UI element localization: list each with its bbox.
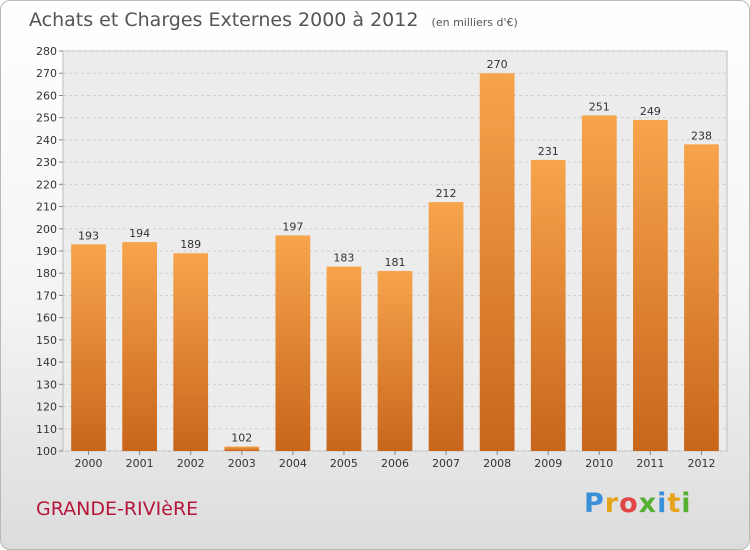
bar-2001 <box>122 242 157 451</box>
logo-letter: o <box>619 488 639 519</box>
data-label-2003: 102 <box>231 432 252 445</box>
data-label-2001: 194 <box>129 227 150 240</box>
x-tick-label: 2005 <box>330 457 358 470</box>
x-tick-label: 2002 <box>177 457 205 470</box>
x-tick-label: 2001 <box>126 457 154 470</box>
bar-2011 <box>633 119 668 451</box>
bar-2003 <box>224 446 260 451</box>
x-tick-label: 2009 <box>534 457 562 470</box>
data-label-2012: 238 <box>691 129 712 142</box>
bar-2008 <box>479 73 515 451</box>
data-label-2010: 251 <box>589 100 610 113</box>
bar-layer <box>71 73 719 452</box>
y-axis-ticks: 100 110 120 130 140 150 160 170 180 190 200 210 220 2… <box>36 45 63 458</box>
data-label-2005: 183 <box>333 252 354 265</box>
y-tick-label: 260 <box>36 89 57 102</box>
y-tick-label: 150 <box>36 334 57 347</box>
y-tick-label: 100 <box>36 445 57 458</box>
x-tick-label: 2008 <box>483 457 511 470</box>
bar-2005 <box>326 266 362 451</box>
bar-2010 <box>581 115 617 451</box>
data-label-2000: 193 <box>78 229 99 242</box>
y-tick-label: 190 <box>36 245 57 258</box>
y-tick-label: 280 <box>36 45 57 58</box>
data-label-2006: 181 <box>385 256 406 269</box>
data-label-2007: 212 <box>436 187 457 200</box>
bar-2004 <box>275 235 311 451</box>
x-tick-label: 2011 <box>636 457 664 470</box>
y-tick-label: 160 <box>36 312 57 325</box>
bar-2007 <box>428 202 464 451</box>
bar-2006 <box>377 271 413 451</box>
y-tick-label: 120 <box>36 401 57 414</box>
x-axis-ticks: 2000 2001 2002 2003 2004 2005 2006 2007 2008 2009… <box>75 451 715 470</box>
bar-2000 <box>71 244 106 451</box>
y-tick-label: 230 <box>36 156 57 169</box>
x-tick-label: 2000 <box>75 457 103 470</box>
logo-letter: t <box>667 488 682 519</box>
y-tick-label: 110 <box>36 423 57 436</box>
x-tick-label: 2010 <box>585 457 613 470</box>
logo-letter: x <box>638 488 658 519</box>
y-tick-label: 130 <box>36 378 57 391</box>
logo-letter: P <box>584 488 605 519</box>
y-tick-label: 170 <box>36 289 57 302</box>
data-label-2011: 249 <box>640 105 661 118</box>
y-tick-label: 180 <box>36 267 57 280</box>
logo-letter: i <box>657 488 668 519</box>
y-tick-label: 270 <box>36 67 57 80</box>
bar-2002 <box>173 253 209 451</box>
y-tick-label: 240 <box>36 134 57 147</box>
x-tick-label: 2007 <box>432 457 460 470</box>
place-name: GRANDE-RIVIèRE <box>36 498 199 520</box>
label-layer: 193 194 189 102 197 183 181 212 270 231 251 249 238 <box>78 58 712 444</box>
x-tick-label: 2004 <box>279 457 307 470</box>
y-tick-label: 200 <box>36 223 57 236</box>
logo-letter: r <box>604 488 620 519</box>
y-tick-label: 210 <box>36 201 57 214</box>
x-tick-label: 2003 <box>228 457 256 470</box>
data-label-2008: 270 <box>487 58 508 71</box>
data-label-2004: 197 <box>282 220 303 233</box>
chart-subtitle: (en milliers d'€) <box>431 16 518 29</box>
bar-2012 <box>684 144 719 452</box>
logo-letter: i <box>681 488 692 519</box>
y-tick-label: 140 <box>36 356 57 369</box>
data-label-2009: 231 <box>538 145 559 158</box>
title-row: Achats et Charges Externes 2000 à 2012 (… <box>29 9 518 31</box>
bar-2009 <box>530 159 566 451</box>
y-tick-label: 250 <box>36 112 57 125</box>
y-tick-label: 220 <box>36 178 57 191</box>
x-tick-label: 2012 <box>687 457 715 470</box>
data-label-2002: 189 <box>180 238 201 251</box>
x-tick-label: 2006 <box>381 457 409 470</box>
proxiti-logo[interactable]: Proxiti <box>584 488 692 519</box>
chart-title: Achats et Charges Externes 2000 à 2012 <box>29 9 419 31</box>
